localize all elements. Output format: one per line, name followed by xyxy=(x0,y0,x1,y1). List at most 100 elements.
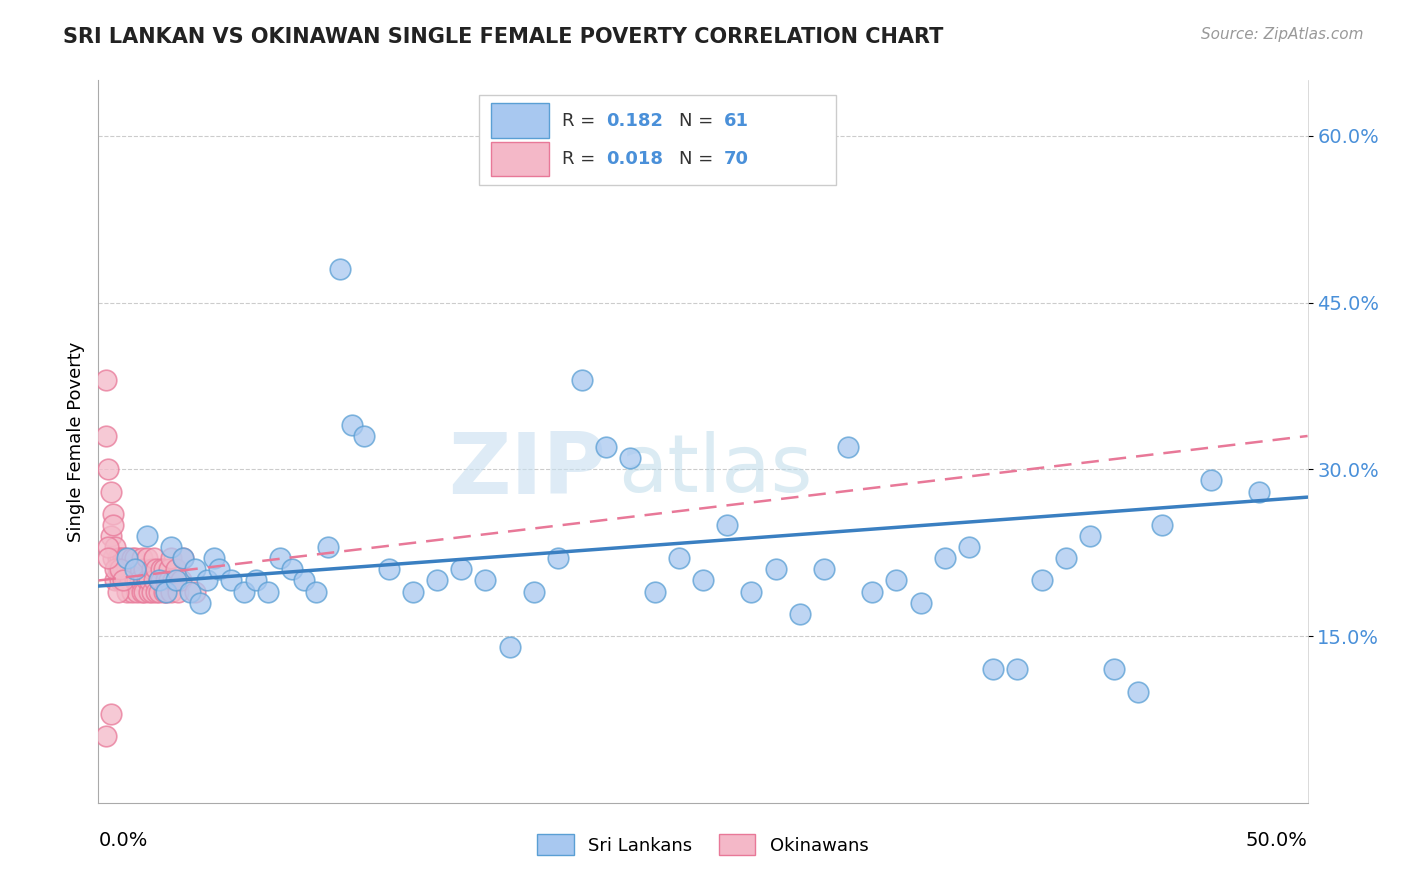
Point xyxy=(97,540,120,554)
Point xyxy=(117,551,139,566)
Point xyxy=(292,574,315,588)
Point xyxy=(141,584,163,599)
Point xyxy=(1007,662,1029,676)
Text: 0.0%: 0.0% xyxy=(98,831,148,850)
Point xyxy=(111,574,134,588)
Point xyxy=(169,574,191,588)
Point xyxy=(316,540,339,554)
Point xyxy=(305,584,328,599)
Point xyxy=(100,706,122,721)
Point xyxy=(716,517,738,532)
Point xyxy=(128,562,150,576)
Point xyxy=(165,562,187,576)
Point xyxy=(523,584,546,599)
FancyBboxPatch shape xyxy=(492,103,550,138)
FancyBboxPatch shape xyxy=(492,142,550,177)
Point xyxy=(160,584,183,599)
Point xyxy=(148,584,170,599)
Point xyxy=(188,596,211,610)
Point xyxy=(160,540,183,554)
Point xyxy=(135,574,157,588)
Point xyxy=(150,574,173,588)
Point xyxy=(184,584,207,599)
Point xyxy=(143,574,166,588)
Point xyxy=(155,574,177,588)
Point xyxy=(128,574,150,588)
Point xyxy=(269,551,291,566)
Point xyxy=(179,584,201,599)
Point xyxy=(256,584,278,599)
FancyBboxPatch shape xyxy=(479,95,837,185)
Text: R =: R = xyxy=(561,150,595,168)
Point xyxy=(148,574,170,588)
Point xyxy=(107,551,129,566)
Point xyxy=(101,517,124,532)
Point xyxy=(121,584,143,599)
Point xyxy=(150,562,173,576)
Point xyxy=(644,584,666,599)
Point xyxy=(329,262,352,277)
Point xyxy=(342,417,364,432)
Point xyxy=(1199,474,1222,488)
Point xyxy=(104,562,127,576)
Point xyxy=(498,640,520,655)
Point xyxy=(94,729,117,743)
Point xyxy=(172,551,194,566)
Text: 0.018: 0.018 xyxy=(606,150,664,168)
Point xyxy=(765,562,787,576)
Point xyxy=(167,584,190,599)
Legend: Sri Lankans, Okinawans: Sri Lankans, Okinawans xyxy=(530,827,876,863)
Point xyxy=(245,574,267,588)
Point xyxy=(104,574,127,588)
Point xyxy=(1078,529,1101,543)
Point xyxy=(1054,551,1077,566)
Text: N =: N = xyxy=(679,112,713,129)
Point xyxy=(97,551,120,566)
Point xyxy=(155,584,177,599)
Point xyxy=(124,574,146,588)
Point xyxy=(910,596,932,610)
Point xyxy=(111,551,134,566)
Point xyxy=(474,574,496,588)
Point xyxy=(138,574,160,588)
Text: Source: ZipAtlas.com: Source: ZipAtlas.com xyxy=(1201,27,1364,42)
Point xyxy=(107,562,129,576)
Point xyxy=(1031,574,1053,588)
Text: 50.0%: 50.0% xyxy=(1246,831,1308,850)
Point xyxy=(204,551,226,566)
Text: 70: 70 xyxy=(724,150,748,168)
Point xyxy=(145,584,167,599)
Point xyxy=(232,584,254,599)
Point xyxy=(131,551,153,566)
Point xyxy=(148,574,170,588)
Point xyxy=(450,562,472,576)
Point xyxy=(97,462,120,476)
Text: 61: 61 xyxy=(724,112,748,129)
Point xyxy=(571,373,593,387)
Point xyxy=(108,562,131,576)
Point xyxy=(184,562,207,576)
Text: N =: N = xyxy=(679,150,713,168)
Point xyxy=(134,584,156,599)
Point xyxy=(104,540,127,554)
Point xyxy=(134,562,156,576)
Point xyxy=(127,584,149,599)
Point xyxy=(124,551,146,566)
Point xyxy=(155,584,177,599)
Point xyxy=(619,451,641,466)
Point xyxy=(221,574,243,588)
Point xyxy=(138,584,160,599)
Point xyxy=(208,562,231,576)
Text: atlas: atlas xyxy=(619,432,813,509)
Point xyxy=(281,562,304,576)
Point xyxy=(131,584,153,599)
Point xyxy=(547,551,569,566)
Point xyxy=(934,551,956,566)
Point xyxy=(118,574,141,588)
Point xyxy=(668,551,690,566)
Point xyxy=(101,551,124,566)
Point xyxy=(135,529,157,543)
Point xyxy=(353,429,375,443)
Point xyxy=(1152,517,1174,532)
Point xyxy=(813,562,835,576)
